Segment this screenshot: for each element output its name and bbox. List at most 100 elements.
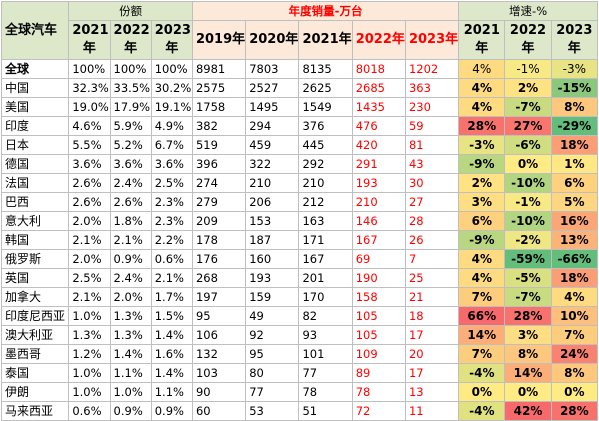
growth-cell: 4% — [458, 97, 506, 117]
growth-cell: -7% — [504, 97, 552, 117]
sales-cell: 60 — [191, 401, 247, 421]
country-cell: 全球 — [0, 59, 70, 79]
sales-cell: 78 — [351, 382, 406, 402]
share-cell: 1.3% — [109, 306, 152, 326]
growth-cell: 24% — [550, 344, 599, 364]
share-cell: 30.2% — [150, 78, 193, 98]
sales-cell: 376 — [298, 116, 353, 136]
sales-year-2021: 2021年 — [298, 20, 353, 60]
growth-cell: -9% — [458, 154, 506, 174]
share-cell: 1.1% — [150, 382, 193, 402]
growth-cell: 27% — [504, 116, 552, 136]
share-cell: 5.2% — [109, 135, 152, 155]
sales-cell: 95 — [191, 306, 247, 326]
growth-cell: 28% — [504, 306, 552, 326]
country-cell: 意大利 — [0, 211, 70, 231]
sales-cell: 80 — [245, 363, 300, 383]
growth-cell: -4% — [458, 363, 506, 383]
table-row: 加拿大 2.1% 2.0% 1.7% 197 159 170 158 21 7% -7% 4% — [0, 287, 599, 307]
growth-cell: -1% — [504, 192, 552, 212]
sales-cell: 158 — [351, 287, 406, 307]
share-cell: 1.3% — [68, 325, 111, 345]
sales-cell: 167 — [351, 230, 406, 250]
growth-cell: 16% — [550, 211, 599, 231]
growth-cell: -5% — [504, 268, 552, 288]
share-year-2022: 2022 年 — [109, 20, 152, 60]
share-cell: 0.9% — [150, 401, 193, 421]
sales-cell: 78 — [298, 382, 353, 402]
sales-cell: 201 — [298, 268, 353, 288]
growth-cell: -66% — [550, 249, 599, 269]
country-cell: 澳大利亚 — [0, 325, 70, 345]
growth-cell: 18% — [550, 268, 599, 288]
growth-cell: 5% — [550, 192, 599, 212]
sales-cell: 163 — [298, 211, 353, 231]
growth-group-header: 增速-% — [458, 1, 598, 21]
table-row: 日本 5.5% 5.2% 6.7% 519 459 445 420 81 -3% -6% 18% — [0, 135, 599, 155]
share-cell: 1.4% — [150, 363, 193, 383]
growth-cell: 0% — [458, 382, 506, 402]
sales-cell: 89 — [351, 363, 406, 383]
table-row: 伊朗 1.0% 1.0% 1.1% 90 77 78 78 13 0% 0% 0% — [0, 382, 599, 402]
share-cell: 1.4% — [109, 344, 152, 364]
sales-cell: 11 — [404, 401, 460, 421]
sales-cell: 322 — [245, 154, 300, 174]
sales-year-2022: 2022年 — [351, 20, 406, 60]
growth-year-2021: 2021 年 — [458, 20, 506, 60]
growth-cell: 7% — [550, 325, 599, 345]
country-cell: 英国 — [0, 268, 70, 288]
growth-cell: 3% — [504, 325, 552, 345]
growth-cell: 4% — [458, 268, 506, 288]
growth-cell: 6% — [550, 173, 599, 193]
sales-cell: 8135 — [298, 59, 353, 79]
table-row: 中国 32.3% 33.5% 30.2% 2575 2527 2625 2685 363 4% 2%… — [0, 78, 599, 98]
sales-cell: 2625 — [298, 78, 353, 98]
table-row: 俄罗斯 2.0% 0.9% 0.6% 176 160 167 69 7 4% -59% -66% — [0, 249, 599, 269]
share-cell: 100% — [150, 59, 193, 79]
share-cell: 2.2% — [150, 230, 193, 250]
growth-cell: 4% — [550, 287, 599, 307]
growth-cell: 66% — [458, 306, 506, 326]
share-cell: 2.1% — [109, 230, 152, 250]
share-year-2023: 2023 年 — [150, 20, 193, 60]
share-cell: 5.5% — [68, 135, 111, 155]
growth-cell: 14% — [504, 363, 552, 383]
sales-cell: 178 — [191, 230, 247, 250]
country-cell: 加拿大 — [0, 287, 70, 307]
share-cell: 2.3% — [150, 192, 193, 212]
share-cell: 100% — [68, 59, 111, 79]
sales-year-2019: 2019年 — [191, 20, 247, 60]
share-cell: 1.2% — [68, 344, 111, 364]
share-cell: 2.0% — [68, 211, 111, 231]
growth-cell: 4% — [458, 78, 506, 98]
sales-cell: 13 — [404, 382, 460, 402]
share-cell: 3.6% — [150, 154, 193, 174]
growth-cell: -59% — [504, 249, 552, 269]
table-row: 德国 3.6% 3.6% 3.6% 396 322 292 291 43 -9% 0% 1% — [0, 154, 599, 174]
growth-cell: 3% — [458, 192, 506, 212]
sales-cell: 7 — [404, 249, 460, 269]
sales-cell: 193 — [351, 173, 406, 193]
sales-cell: 146 — [351, 211, 406, 231]
country-cell: 德国 — [0, 154, 70, 174]
sales-cell: 206 — [245, 192, 300, 212]
growth-cell: 8% — [550, 363, 599, 383]
sales-cell: 92 — [245, 325, 300, 345]
share-cell: 0.6% — [150, 249, 193, 269]
sales-cell: 193 — [245, 268, 300, 288]
share-cell: 6.7% — [150, 135, 193, 155]
country-cell: 泰国 — [0, 363, 70, 383]
growth-cell: -29% — [550, 116, 599, 136]
growth-cell: 2% — [504, 78, 552, 98]
growth-cell: -10% — [504, 173, 552, 193]
country-cell: 美国 — [0, 97, 70, 117]
sales-cell: 27 — [404, 192, 460, 212]
share-cell: 2.6% — [68, 173, 111, 193]
country-cell: 韩国 — [0, 230, 70, 250]
sales-year-2023: 2023年 — [404, 20, 460, 60]
sales-cell: 59 — [404, 116, 460, 136]
growth-year-2023: 2023 年 — [550, 20, 599, 60]
growth-cell: 7% — [458, 287, 506, 307]
sales-cell: 77 — [245, 382, 300, 402]
share-cell: 4.9% — [150, 116, 193, 136]
